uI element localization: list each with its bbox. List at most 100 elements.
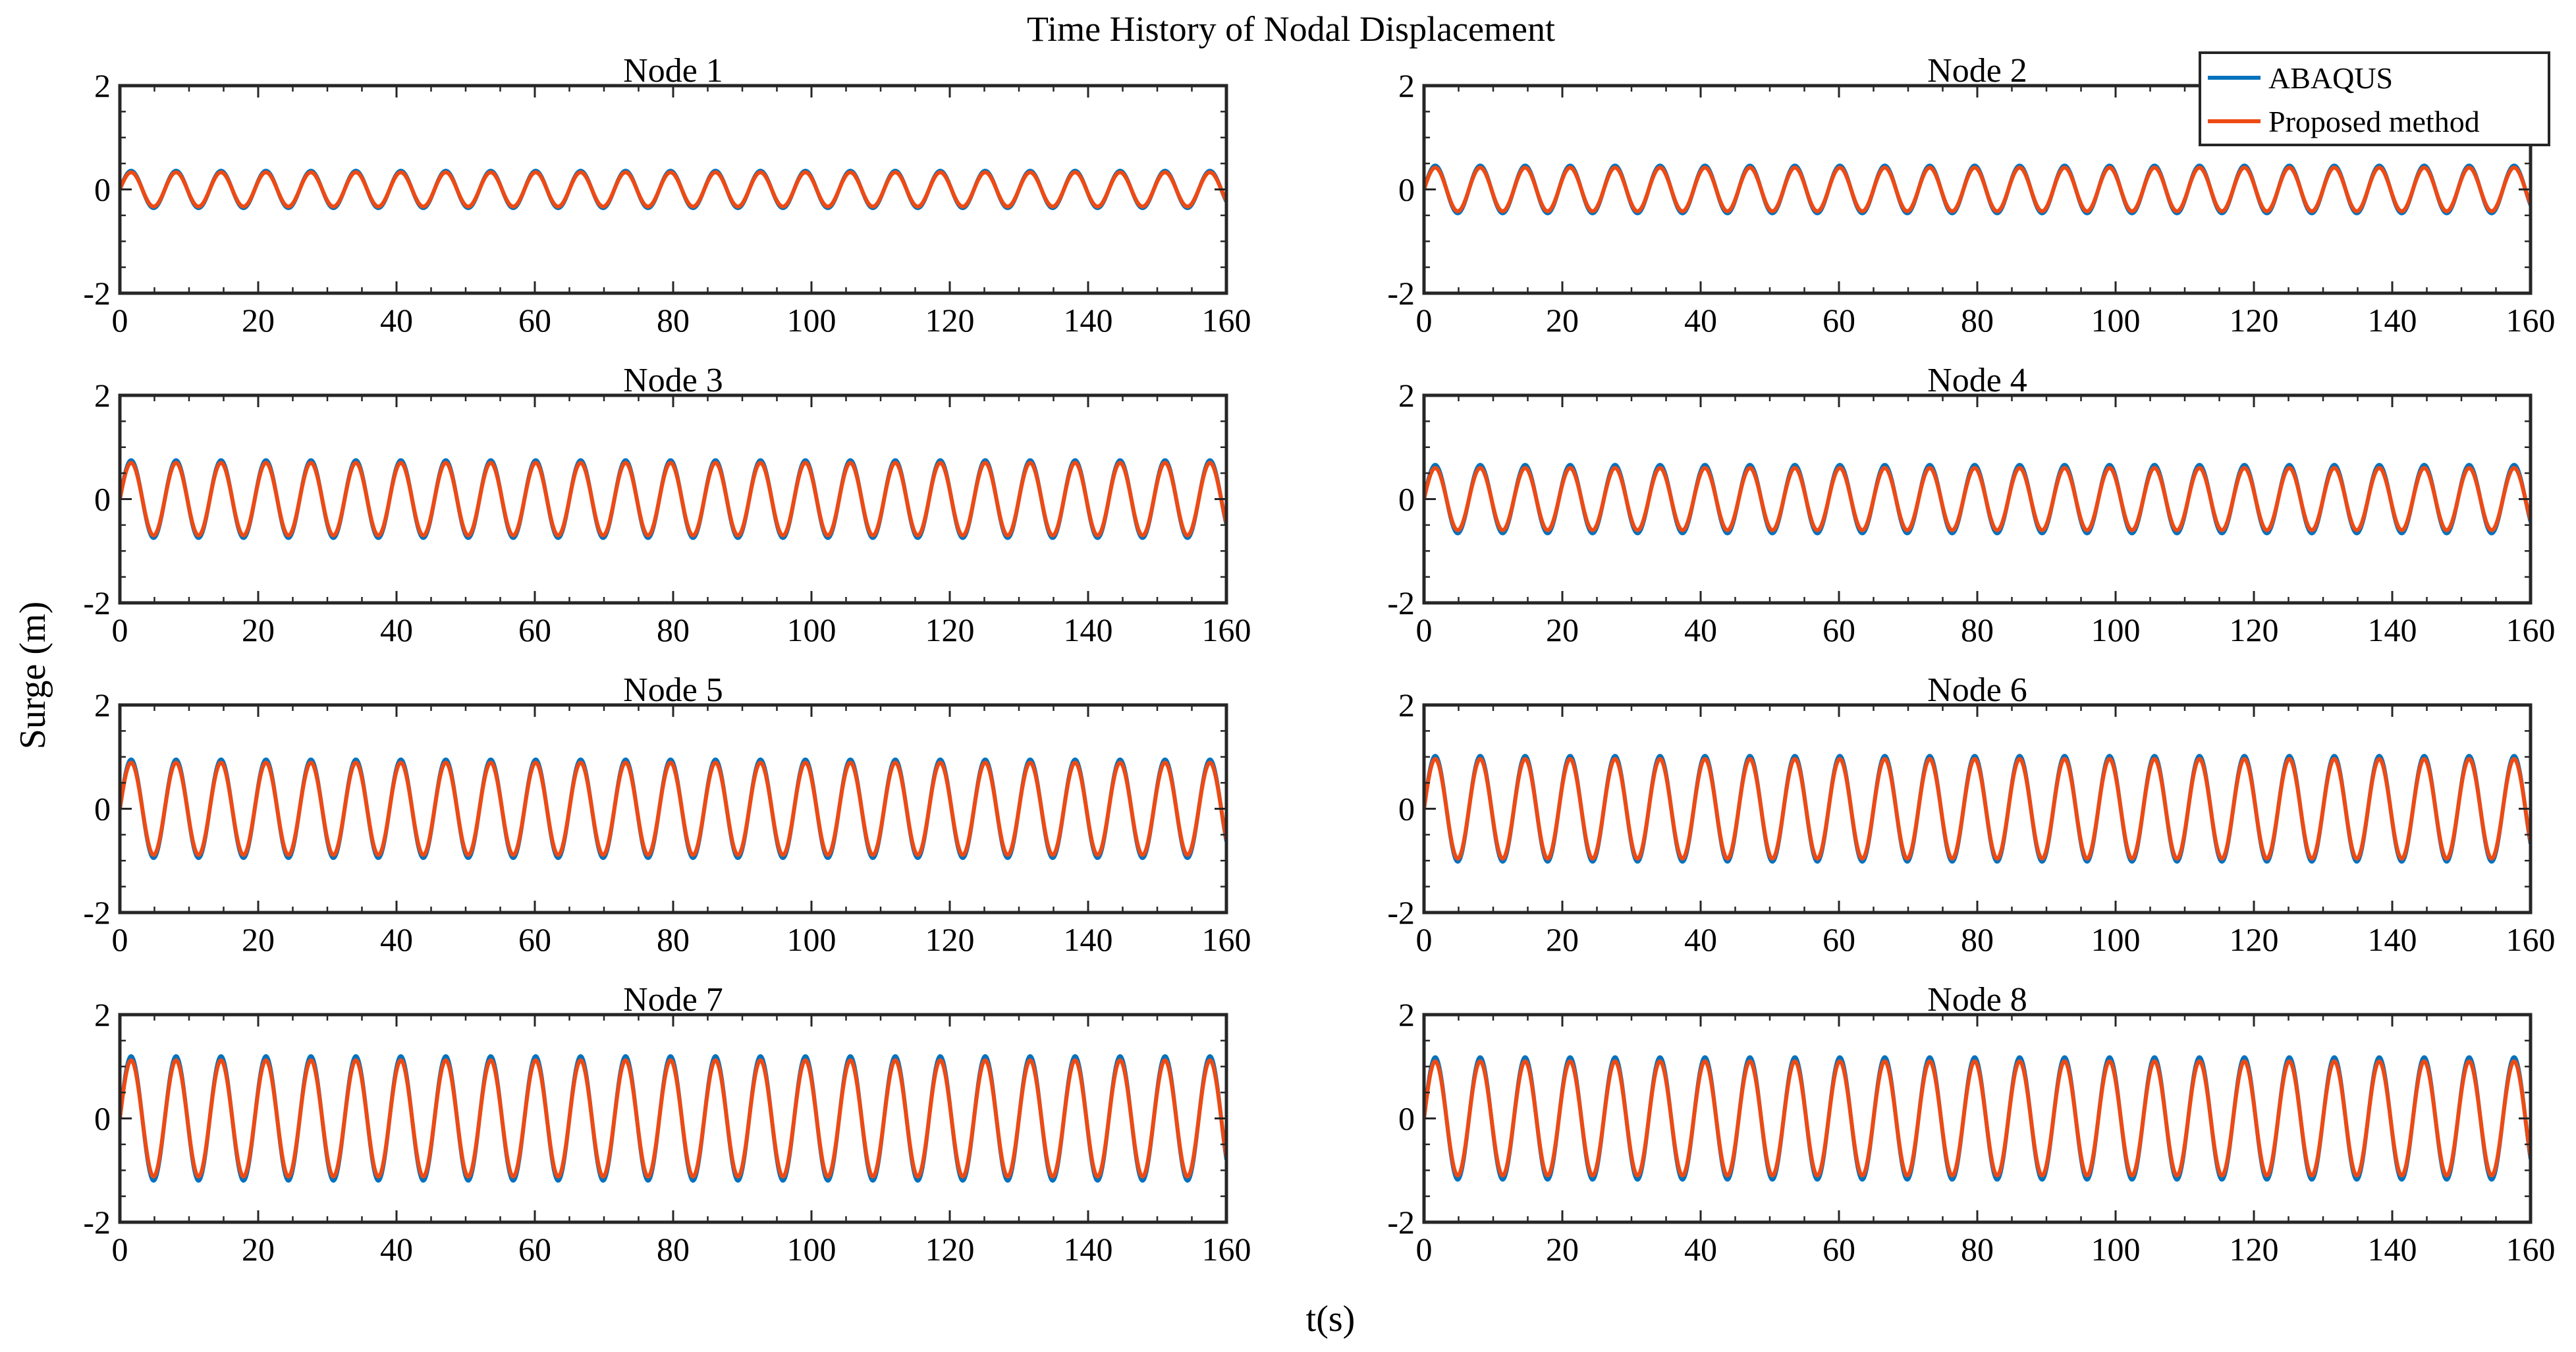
x-tick-label: 80 [1961, 921, 1994, 958]
x-tick-label: 140 [1064, 921, 1113, 958]
plot-area [1424, 395, 2531, 603]
x-tick-label: 140 [2368, 921, 2417, 958]
x-tick-label: 40 [380, 611, 413, 648]
x-tick-label: 160 [2506, 302, 2556, 339]
y-tick-label: 2 [94, 687, 111, 723]
x-tick-label: 100 [787, 1231, 836, 1268]
x-tick-label: 20 [1546, 302, 1579, 339]
x-tick-label: 80 [1961, 611, 1994, 648]
y-tick-label: -2 [1387, 275, 1415, 312]
x-tick-label: 80 [1961, 302, 1994, 339]
series-line-proposed-method [1424, 1059, 2531, 1178]
x-tick-label: 60 [1822, 611, 1855, 648]
series-line-proposed-method [120, 1058, 1226, 1179]
y-tick-label: 2 [1398, 996, 1415, 1033]
x-tick-label: 100 [787, 302, 836, 339]
y-tick-label: 0 [94, 1100, 111, 1137]
y-tick-label: 2 [94, 996, 111, 1033]
x-tick-label: 40 [1684, 302, 1717, 339]
y-tick-label: 0 [1398, 1100, 1415, 1137]
x-tick-label: 0 [1416, 1231, 1433, 1268]
subplot-node-6: 0 20 40 60 80 100 120 140 160-202 Node 6 [1387, 671, 2555, 958]
x-tick-label: 140 [2368, 302, 2417, 339]
subplot-node-1: 0 20 40 60 80 100 120 140 160-202 Node 1 [83, 52, 1251, 339]
y-tick-label: 0 [94, 791, 111, 828]
x-tick-label: 0 [1416, 921, 1433, 958]
x-tick-label: 160 [1202, 302, 1251, 339]
y-tick-label: -2 [83, 1204, 111, 1241]
y-tick-label: -2 [83, 584, 111, 621]
subplot-title: Node 5 [623, 671, 723, 709]
x-tick-label: 100 [787, 921, 836, 958]
x-tick-label: 120 [2230, 302, 2279, 339]
axes-box [1422, 393, 2533, 605]
subplot-node-3: 0 20 40 60 80 100 120 140 160-202 Node 3 [83, 362, 1251, 648]
y-tick-label: 0 [94, 171, 111, 208]
x-tick-label: 20 [1546, 611, 1579, 648]
legend: ABAQUS Proposed method [2199, 51, 2550, 146]
x-tick-label: 160 [1202, 1231, 1251, 1268]
plot-area [120, 705, 1226, 913]
x-tick-label: 120 [2230, 921, 2279, 958]
x-tick-label: 80 [657, 302, 690, 339]
x-tick-label: 120 [925, 611, 975, 648]
x-tick-label: 60 [1822, 302, 1855, 339]
plot-area [120, 86, 1226, 293]
y-tick-label: 2 [1398, 687, 1415, 723]
y-tick-label: -2 [1387, 584, 1415, 621]
x-tick-label: 140 [1064, 611, 1113, 648]
y-tick-label: -2 [83, 275, 111, 312]
subplot-title: Node 2 [1927, 52, 2027, 90]
series-line-proposed-method [120, 461, 1226, 538]
y-tick-label: 0 [1398, 481, 1415, 518]
x-tick-label: 60 [518, 921, 551, 958]
plot-area [1424, 1015, 2531, 1222]
axes-box [118, 703, 1228, 915]
axes-box [118, 1013, 1228, 1224]
x-tick-label: 140 [2368, 611, 2417, 648]
x-tick-label: 160 [2506, 921, 2556, 958]
x-tick-label: 60 [518, 611, 551, 648]
x-tick-label: 160 [1202, 921, 1251, 958]
x-tick-label: 40 [380, 921, 413, 958]
axes-box [1422, 1013, 2533, 1224]
x-tick-label: 40 [380, 302, 413, 339]
series-line-proposed-method [120, 760, 1226, 857]
x-tick-label: 120 [925, 921, 975, 958]
plot-area [120, 395, 1226, 603]
x-tick-label: 60 [518, 1231, 551, 1268]
x-tick-label: 20 [1546, 921, 1579, 958]
x-tick-label: 100 [787, 611, 836, 648]
x-tick-label: 160 [2506, 611, 2556, 648]
x-tick-label: 80 [657, 921, 690, 958]
x-tick-label: 20 [1546, 1231, 1579, 1268]
subplot-title: Node 3 [623, 362, 723, 399]
legend-box [2199, 51, 2550, 146]
subplot-title: Node 1 [623, 52, 723, 90]
x-tick-label: 120 [925, 302, 975, 339]
axes-box [1422, 703, 2533, 915]
x-tick-label: 80 [1961, 1231, 1994, 1268]
x-tick-label: 140 [2368, 1231, 2417, 1268]
y-axis-label: Surge (m) [13, 602, 53, 750]
figure-title: Time History of Nodal Displacement [1027, 9, 1555, 49]
x-tick-label: 40 [1684, 921, 1717, 958]
y-tick-label: 2 [94, 67, 111, 104]
subplot-node-4: 0 20 40 60 80 100 120 140 160-202 Node 4 [1387, 362, 2555, 648]
x-tick-label: 60 [518, 302, 551, 339]
series-line-proposed-method [1424, 756, 2531, 861]
x-tick-label: 0 [112, 921, 128, 958]
subplot-node-7: 0 20 40 60 80 100 120 140 160-202 Node 7 [83, 981, 1251, 1268]
subplot-title: Node 7 [623, 981, 723, 1019]
plot-area [1424, 705, 2531, 913]
axes-box [118, 84, 1228, 295]
y-tick-label: -2 [83, 894, 111, 931]
subplot-node-5: 0 20 40 60 80 100 120 140 160-202 Node 5 [83, 671, 1251, 958]
subplot-title: Node 6 [1927, 671, 2027, 709]
x-tick-label: 160 [2506, 1231, 2556, 1268]
y-tick-label: 0 [94, 481, 111, 518]
y-tick-label: 2 [1398, 67, 1415, 104]
series-line-proposed-method [120, 170, 1226, 209]
x-tick-label: 40 [1684, 611, 1717, 648]
